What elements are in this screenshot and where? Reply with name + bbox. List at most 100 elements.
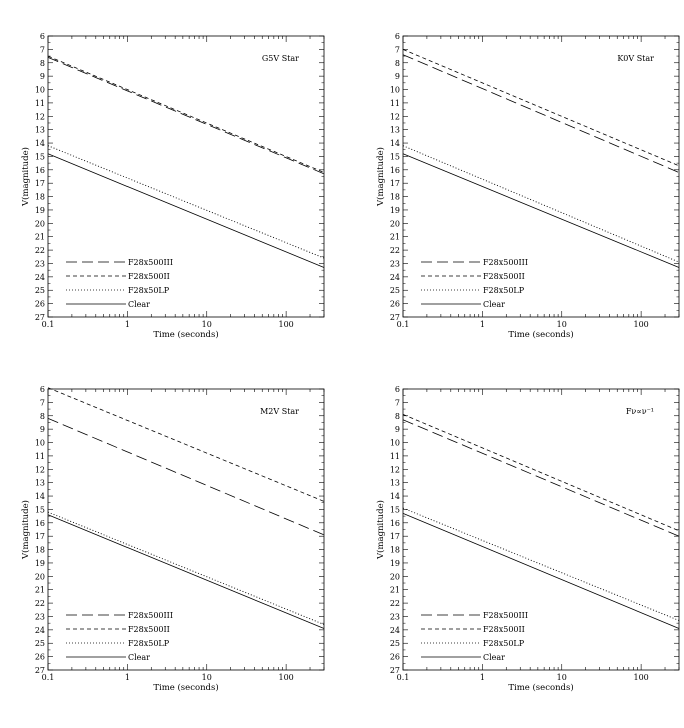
y-tick-label: 21 <box>35 586 45 595</box>
panel-annotation: K0V Star <box>617 54 654 63</box>
plot-frame <box>47 388 325 671</box>
x-tick-label: 1 <box>480 320 485 329</box>
y-tick-label: 8 <box>40 59 45 68</box>
y-tick-label: 13 <box>390 126 400 135</box>
y-tick-label: 12 <box>390 112 400 121</box>
y-tick-label: 21 <box>35 233 45 242</box>
y-tick-label: 16 <box>35 166 45 175</box>
y-tick-label: 23 <box>390 612 400 621</box>
x-tick-label: 100 <box>633 320 648 329</box>
y-tick-label: 21 <box>390 233 400 242</box>
y-tick-label: 7 <box>395 398 400 407</box>
series-line-F28x500II <box>402 414 680 532</box>
y-tick-label: 23 <box>390 259 400 268</box>
y-tick-label: 6 <box>395 385 400 394</box>
y-tick-label: 14 <box>390 492 400 501</box>
y-tick-label: 14 <box>35 492 45 501</box>
y-tick-label: 14 <box>390 139 400 148</box>
x-tick-label: 1 <box>125 320 130 329</box>
y-tick-label: 20 <box>390 572 400 581</box>
panel-annotation: G5V Star <box>262 54 299 63</box>
series-line-F28x50LP <box>402 145 680 263</box>
y-tick-label: 25 <box>35 286 45 295</box>
y-tick-label: 17 <box>390 532 400 541</box>
y-tick-label: 7 <box>40 45 45 54</box>
legend-label: F28x500III <box>483 258 528 267</box>
y-tick-label: 26 <box>35 653 45 662</box>
series-line-F28x50LP <box>47 511 325 625</box>
x-tick-label: 1 <box>125 673 130 682</box>
y-tick-label: 19 <box>35 559 45 568</box>
y-tick-label: 12 <box>35 465 45 474</box>
y-tick-label: 20 <box>35 219 45 228</box>
chart-panel-1: 6 7 8 9 10 11 12 13 14 15 16 17 18 19 20 21 22 23 24 25 26 27… <box>20 32 325 340</box>
y-tick-label: 10 <box>35 439 45 448</box>
legend-label: F28x50LP <box>483 639 525 648</box>
y-tick-label: 23 <box>35 612 45 621</box>
y-tick-label: 8 <box>395 412 400 421</box>
series-line-Clear <box>402 153 680 268</box>
y-tick-label: 22 <box>390 599 400 608</box>
x-tick-label: 0.1 <box>397 320 410 329</box>
legend-label: F28x50LP <box>483 286 525 295</box>
y-tick-label: 8 <box>395 59 400 68</box>
y-tick-label: 27 <box>390 313 400 322</box>
legend-label: Clear <box>483 653 505 662</box>
legend-label: Clear <box>128 300 150 309</box>
x-tick-label: 10 <box>202 673 212 682</box>
y-tick-label: 21 <box>390 586 400 595</box>
y-tick-label: 13 <box>390 479 400 488</box>
y-tick-label: 17 <box>35 179 45 188</box>
y-tick-label: 18 <box>390 193 400 202</box>
legend-label: Clear <box>128 653 150 662</box>
y-tick-label: 26 <box>390 653 400 662</box>
x-axis-title: Time (seconds) <box>508 329 573 340</box>
series-line-F28x500III <box>47 418 325 536</box>
y-tick-label: 15 <box>390 152 400 161</box>
y-tick-label: 20 <box>390 219 400 228</box>
y-tick-label: 27 <box>35 666 45 675</box>
plot-frame <box>47 35 325 318</box>
y-tick-label: 15 <box>35 505 45 514</box>
y-tick-label: 19 <box>35 206 45 215</box>
y-tick-label: 12 <box>35 112 45 121</box>
series-line-F28x500II <box>47 55 325 173</box>
y-tick-label: 7 <box>395 45 400 54</box>
y-tick-label: 27 <box>35 313 45 322</box>
x-axis-title: Time (seconds) <box>508 682 573 693</box>
y-tick-label: 18 <box>390 546 400 555</box>
y-tick-label: 9 <box>40 72 45 81</box>
y-tick-label: 23 <box>35 259 45 268</box>
panel-annotation: M2V Star <box>260 407 299 416</box>
y-tick-label: 15 <box>35 152 45 161</box>
series-line-Clear <box>47 153 325 268</box>
plot-frame <box>402 388 680 671</box>
y-tick-label: 17 <box>390 179 400 188</box>
series-line-F28x50LP <box>47 145 325 259</box>
x-axis-title: Time (seconds) <box>153 329 218 340</box>
y-tick-label: 26 <box>35 300 45 309</box>
y-tick-label: 13 <box>35 479 45 488</box>
panel-annotation: Fν∝ν⁻¹ <box>626 407 654 416</box>
y-tick-label: 16 <box>390 519 400 528</box>
y-tick-label: 19 <box>390 206 400 215</box>
y-tick-label: 6 <box>40 32 45 41</box>
x-tick-label: 10 <box>557 673 567 682</box>
y-tick-label: 11 <box>35 99 45 108</box>
y-tick-label: 24 <box>35 626 45 635</box>
y-tick-label: 24 <box>390 626 400 635</box>
series-line-F28x500III <box>47 57 325 175</box>
x-tick-label: 100 <box>633 673 648 682</box>
x-tick-label: 0.1 <box>42 320 55 329</box>
chart-panel-4: 6 7 8 9 10 11 12 13 14 15 16 17 18 19 20 21 22 23 24 25 26 27… <box>375 385 680 693</box>
series-line-F28x50LP <box>402 507 680 621</box>
y-axis-title: V(magnitude) <box>20 147 31 207</box>
series-line-Clear <box>47 514 325 629</box>
x-tick-label: 1 <box>480 673 485 682</box>
y-tick-label: 18 <box>35 193 45 202</box>
y-tick-label: 18 <box>35 546 45 555</box>
y-tick-label: 11 <box>390 452 400 461</box>
y-tick-label: 16 <box>390 166 400 175</box>
y-tick-label: 25 <box>390 639 400 648</box>
